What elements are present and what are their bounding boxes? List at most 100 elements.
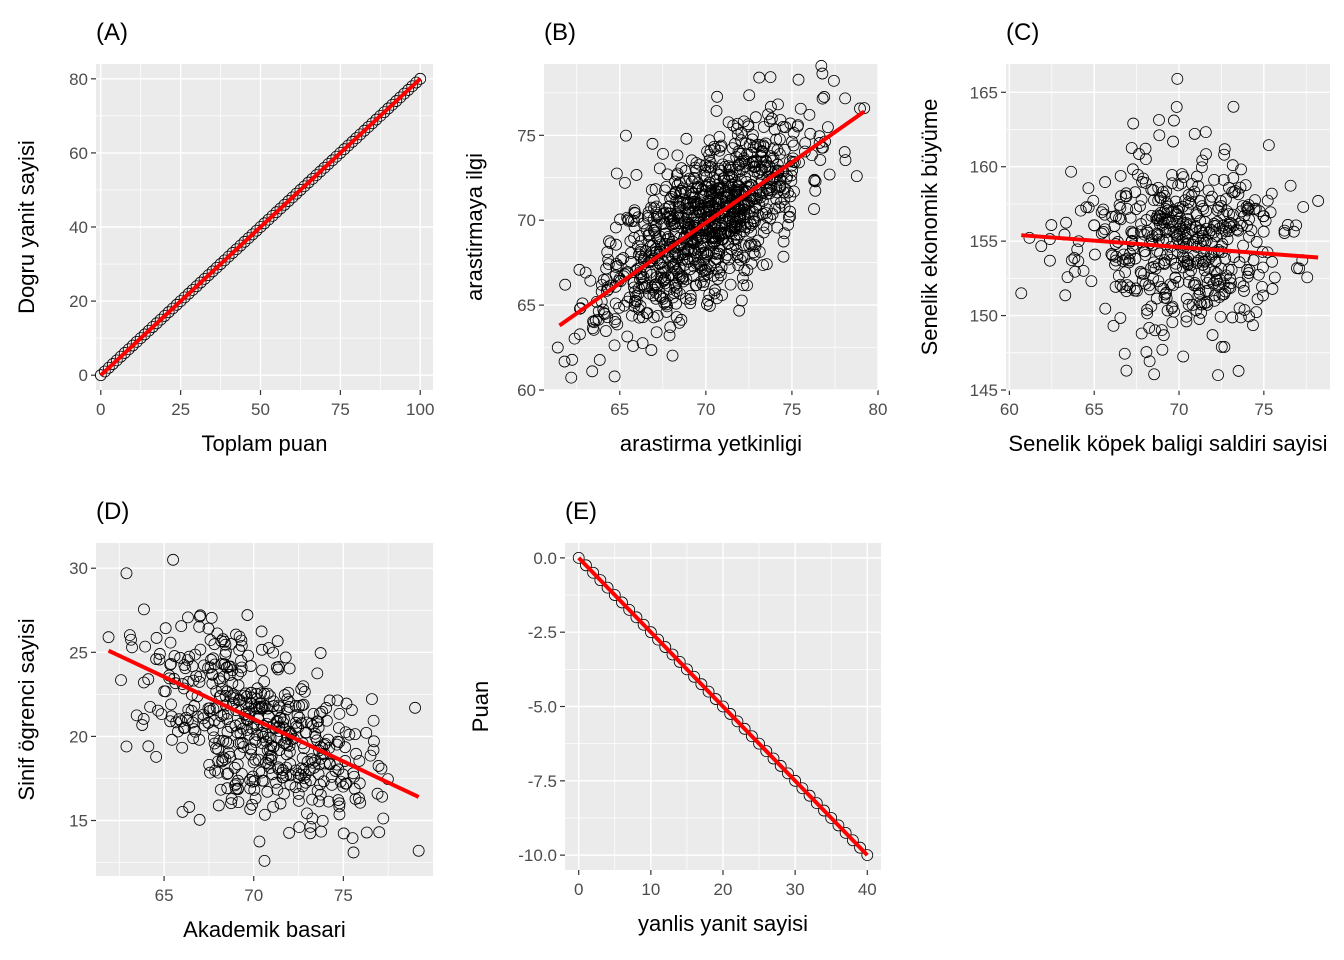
data-point [234, 239, 247, 252]
data-point [675, 212, 688, 225]
x-axis-title: Senelik köpek baligi saldiri sayisi [1008, 431, 1327, 456]
data-point [1268, 271, 1281, 284]
data-point [667, 291, 679, 304]
data-point [1178, 225, 1190, 237]
data-point [309, 754, 322, 767]
data-point [816, 92, 829, 105]
data-point [198, 272, 211, 285]
data-point [262, 213, 275, 226]
data-point [725, 218, 738, 231]
data-point [1121, 279, 1134, 292]
data-point [1199, 255, 1212, 268]
data-point [134, 332, 147, 345]
data-point [755, 150, 768, 163]
data-point [1190, 207, 1203, 220]
data-point [261, 785, 274, 798]
data-point [122, 343, 135, 356]
data-point [745, 225, 757, 238]
data-point [203, 702, 216, 715]
data-point [679, 175, 692, 188]
data-point [718, 174, 731, 187]
data-point [587, 323, 600, 336]
data-point [705, 161, 718, 174]
data-point [176, 741, 189, 754]
data-point [729, 239, 742, 251]
data-point [1118, 347, 1131, 360]
data-point [1099, 223, 1111, 236]
data-point [701, 178, 714, 191]
data-point [1156, 343, 1169, 356]
y-tick-label: 145 [970, 381, 998, 400]
data-point [738, 722, 751, 735]
x-tick-label: 75 [1254, 400, 1273, 419]
data-point [689, 279, 702, 292]
data-point [323, 758, 336, 771]
data-point [1095, 227, 1108, 240]
data-point [748, 248, 761, 261]
data-point [662, 261, 674, 274]
data-point [789, 774, 802, 787]
data-point [861, 849, 874, 862]
data-point [235, 640, 248, 652]
data-point [371, 787, 384, 800]
data-point [206, 265, 219, 278]
data-point [724, 278, 737, 291]
data-point [1241, 264, 1254, 276]
data-point [294, 184, 307, 196]
data-point [197, 712, 210, 725]
y-tick-label: 0.0 [533, 549, 557, 568]
data-point [786, 135, 798, 148]
data-point [193, 733, 206, 746]
data-point [678, 259, 691, 271]
data-point [218, 635, 231, 648]
x-tick-label: 25 [171, 400, 190, 419]
data-point [657, 147, 669, 160]
data-point [1148, 194, 1160, 207]
x-tick-label: 65 [155, 886, 174, 905]
data-point [348, 770, 361, 783]
data-point [649, 220, 662, 233]
data-point [242, 232, 255, 245]
data-point [743, 89, 756, 102]
data-point [1197, 202, 1210, 215]
data-point [367, 744, 380, 757]
data-point [617, 252, 630, 264]
data-point [228, 761, 241, 774]
data-point [742, 118, 755, 131]
data-point [1134, 200, 1146, 213]
data-point [777, 120, 790, 133]
data-point [608, 589, 621, 601]
data-point [586, 322, 599, 335]
x-tick-label: 50 [251, 400, 270, 419]
data-point [1220, 269, 1232, 282]
data-point [822, 121, 834, 134]
data-point [1252, 268, 1265, 281]
data-point [256, 664, 268, 677]
data-point [688, 670, 701, 683]
data-point [366, 117, 379, 130]
data-point [126, 339, 139, 352]
data-point [1161, 214, 1174, 226]
data-point [1155, 324, 1168, 336]
data-point [1176, 168, 1188, 181]
data-point [258, 217, 271, 230]
data-point [183, 801, 196, 813]
y-tick-label: 65 [517, 296, 536, 315]
data-point [1226, 311, 1239, 324]
data-point [255, 687, 267, 700]
data-point [343, 728, 356, 741]
data-point [669, 257, 682, 270]
data-points [94, 72, 427, 382]
data-point [253, 835, 266, 848]
data-point [633, 248, 645, 261]
data-point [232, 774, 244, 787]
data-point [340, 777, 353, 790]
data-point [179, 662, 192, 675]
data-point [832, 819, 845, 832]
data-point [162, 306, 175, 319]
data-point [258, 675, 271, 688]
data-point [1249, 202, 1262, 215]
data-point [565, 371, 578, 384]
data-point [253, 702, 266, 715]
data-point [293, 711, 306, 724]
